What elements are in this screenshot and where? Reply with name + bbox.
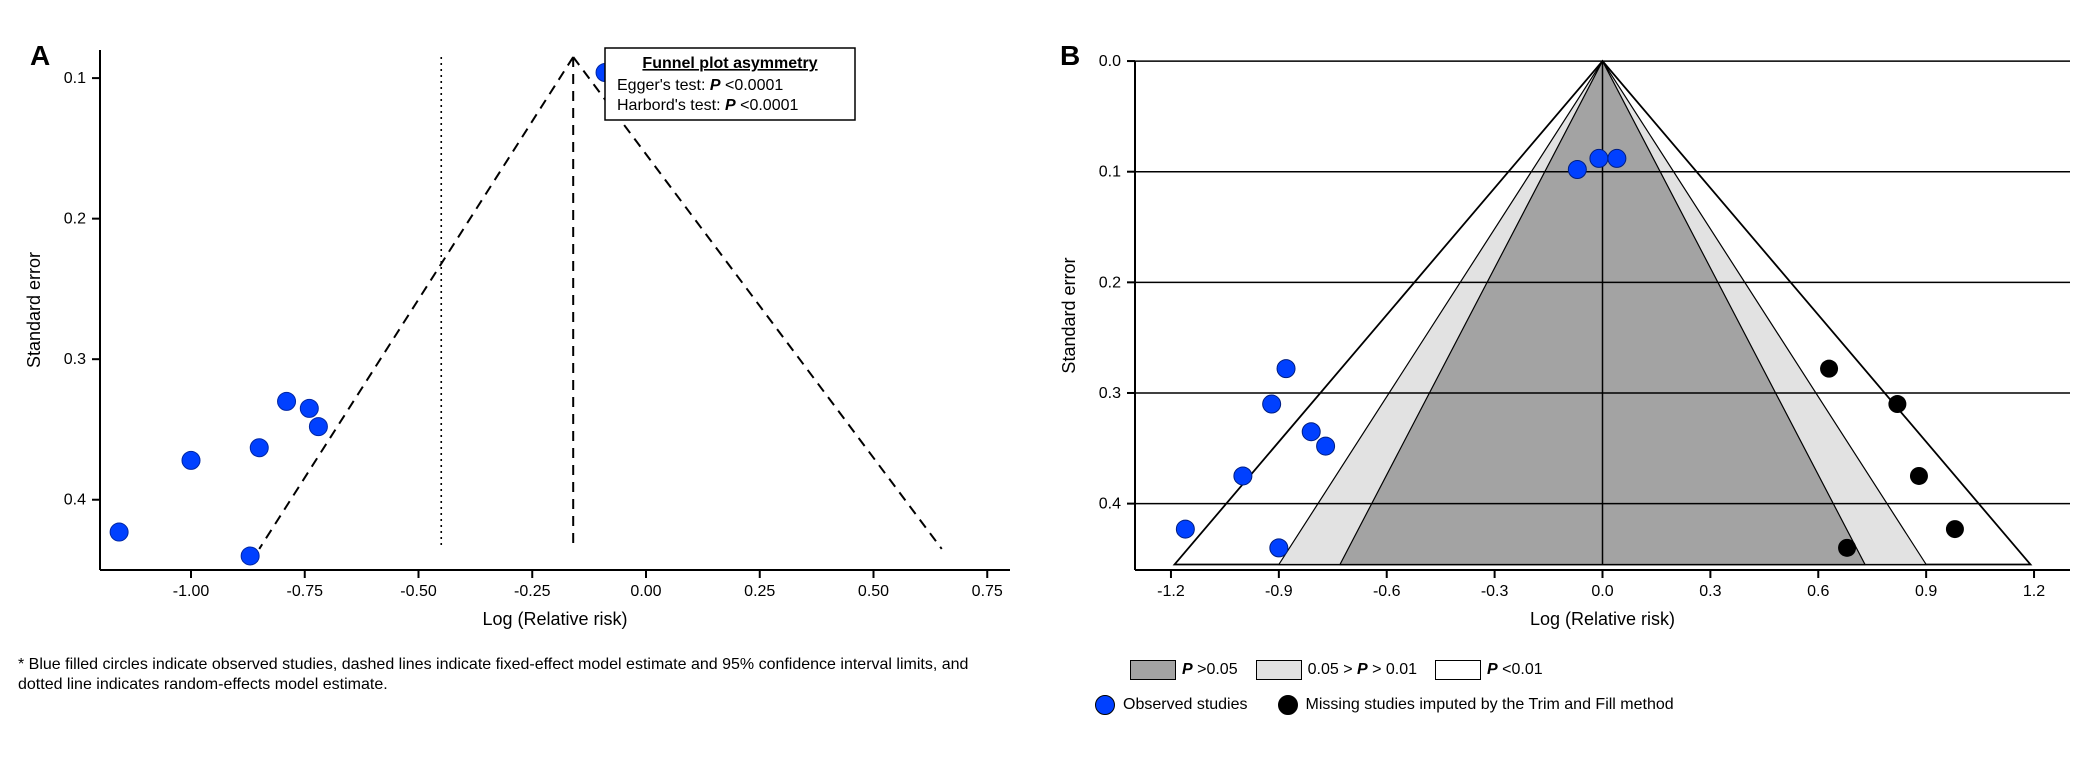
- svg-text:0.75: 0.75: [972, 583, 1003, 600]
- svg-text:-1.00: -1.00: [173, 583, 210, 600]
- svg-text:Egger's test: P <0.0001: Egger's test: P <0.0001: [617, 77, 783, 94]
- svg-text:Funnel plot asymmetry: Funnel plot asymmetry: [642, 55, 817, 72]
- legend-p-text-1: >0.05: [1193, 661, 1238, 678]
- svg-text:Log (Relative risk): Log (Relative risk): [1530, 609, 1675, 629]
- svg-text:0.1: 0.1: [64, 70, 86, 87]
- svg-text:0.9: 0.9: [1915, 583, 1937, 600]
- svg-text:0.3: 0.3: [64, 351, 86, 368]
- svg-text:0.25: 0.25: [744, 583, 775, 600]
- svg-text:B: B: [1060, 40, 1080, 71]
- legend-imputed-label: Missing studies imputed by the Trim and …: [1306, 696, 1674, 714]
- svg-text:Harbord's test: P <0.0001: Harbord's test: P <0.0001: [617, 97, 798, 114]
- svg-text:0.3: 0.3: [1099, 385, 1121, 402]
- svg-text:0.3: 0.3: [1699, 583, 1721, 600]
- legend-swatch-p01-05: [1256, 660, 1302, 680]
- legend-p-text-2c: > 0.01: [1368, 661, 1417, 678]
- legend-p-italic-1: P: [1182, 661, 1193, 678]
- svg-text:-1.2: -1.2: [1157, 583, 1185, 600]
- legend-observed-label: Observed studies: [1123, 696, 1248, 714]
- legend-marker-observed: [1095, 695, 1115, 715]
- svg-text:0.6: 0.6: [1807, 583, 1829, 600]
- svg-text:0.4: 0.4: [64, 492, 86, 509]
- svg-text:-0.9: -0.9: [1265, 583, 1293, 600]
- svg-text:0.50: 0.50: [858, 583, 889, 600]
- panel-b-legend-markers: Observed studies Missing studies imputed…: [1095, 695, 1674, 715]
- legend-p-text-2a: 0.05 >: [1308, 661, 1357, 678]
- svg-text:-0.50: -0.50: [400, 583, 437, 600]
- legend-p-italic-3: P: [1487, 661, 1498, 678]
- svg-text:0.00: 0.00: [630, 583, 661, 600]
- svg-text:Log (Relative risk): Log (Relative risk): [482, 609, 627, 629]
- svg-text:A: A: [30, 40, 50, 71]
- panel-b-legend-shading: P >0.05 0.05 > P > 0.01 P <0.01: [1130, 660, 1543, 680]
- svg-text:-0.3: -0.3: [1481, 583, 1509, 600]
- panel-b: B 0.0 0.1 0.2 0.3 0.4 -1.2 -0.9 -0.6 -0.3 0.0 0.3 0.…: [1040, 10, 2090, 650]
- svg-text:0.0: 0.0: [1099, 53, 1121, 70]
- legend-p-text-3: <0.01: [1498, 661, 1543, 678]
- svg-text:-0.6: -0.6: [1373, 583, 1401, 600]
- svg-text:-0.25: -0.25: [514, 583, 551, 600]
- panel-a-footnote: * Blue filled circles indicate observed …: [18, 655, 1008, 695]
- svg-text:0.2: 0.2: [1099, 274, 1121, 291]
- svg-text:0.2: 0.2: [64, 211, 86, 228]
- footnote-text: * Blue filled circles indicate observed …: [18, 656, 968, 693]
- svg-text:-0.75: -0.75: [287, 583, 324, 600]
- legend-p-italic-2: P: [1357, 661, 1368, 678]
- svg-text:0.1: 0.1: [1099, 164, 1121, 181]
- panel-a: A 0.1 0.2 0.3 0.4 -1.00 -0.75 -0.50 -0.25 0.00 0.2…: [10, 10, 1030, 650]
- legend-marker-imputed: [1278, 695, 1298, 715]
- svg-text:1.2: 1.2: [2023, 583, 2045, 600]
- figure-container: { "panelA":{ "label":"A", "axis":{ "xlab…: [0, 0, 2100, 766]
- svg-text:Standard error: Standard error: [1059, 257, 1079, 373]
- svg-text:0.0: 0.0: [1591, 583, 1613, 600]
- legend-swatch-p01: [1435, 660, 1481, 680]
- svg-text:Standard error: Standard error: [24, 252, 44, 368]
- legend-swatch-p05: [1130, 660, 1176, 680]
- svg-text:0.4: 0.4: [1099, 496, 1121, 513]
